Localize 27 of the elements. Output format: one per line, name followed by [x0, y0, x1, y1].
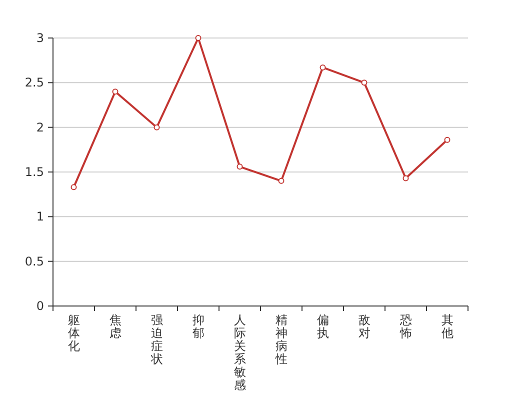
- point: [154, 124, 160, 130]
- y-tick-label: 2.5: [24, 76, 44, 90]
- point: [361, 80, 368, 86]
- x-tick-label: 焦虑: [109, 313, 122, 340]
- x-tick-label: 偏执: [316, 313, 329, 340]
- y-tick-label: 0: [36, 299, 44, 313]
- point: [70, 184, 77, 190]
- x-tick-label: 精神病性: [274, 313, 288, 366]
- point: [444, 136, 450, 143]
- y-tick-label: 2: [36, 120, 44, 134]
- y-tick-label: 1.5: [24, 165, 44, 179]
- point: [236, 164, 243, 170]
- x-tick-label: 躯体化: [68, 313, 80, 353]
- x-tick-label: 恐怖: [398, 313, 412, 340]
- x-tick-label: 抑郁: [192, 313, 204, 340]
- y-tick-label: 1: [36, 210, 44, 224]
- point: [320, 64, 326, 70]
- y-tick-label: 3: [36, 31, 44, 45]
- point: [112, 88, 118, 95]
- point: [402, 175, 409, 182]
- y-tick-label: 0.5: [24, 254, 44, 268]
- x-tick-label: 人际关系敏感: [234, 313, 246, 392]
- point: [278, 178, 284, 184]
- x-tick-label: 敌对: [358, 313, 370, 340]
- x-tick-label: 其他: [441, 313, 454, 340]
- point: [195, 35, 202, 41]
- x-tick-label: 强迫症状: [150, 313, 163, 366]
